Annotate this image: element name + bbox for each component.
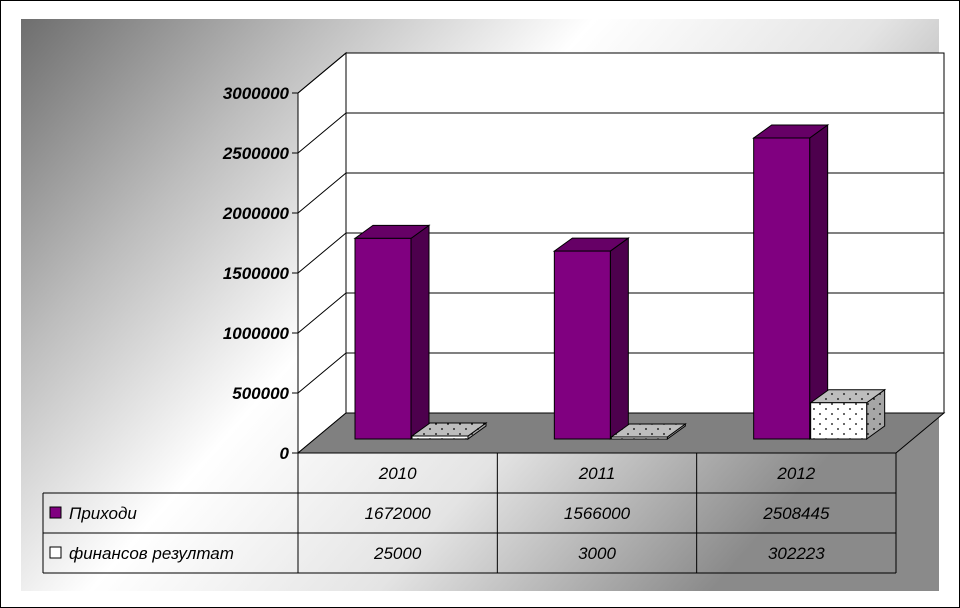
legend-key (49, 506, 62, 519)
bar-group (353, 124, 887, 440)
bar-front-pattern (810, 402, 867, 439)
gridline (297, 172, 944, 214)
data-label: 1566000 (564, 504, 631, 523)
data-label: 302223 (768, 544, 825, 563)
data-label: 2508445 (762, 504, 830, 523)
bar-top-pattern (611, 424, 686, 437)
legend-key (49, 546, 62, 559)
data-table: 2010 2011 2012 Приходи 1672000 1566000 2508445… (42, 452, 897, 574)
data-label: 3000 (578, 544, 616, 563)
bar-prihodi-2012 (752, 124, 830, 440)
bar-side-pattern (667, 424, 686, 439)
bar-finansov-rezultat-2010 (410, 422, 488, 440)
series-name: финансов резултат (69, 544, 234, 563)
x-category-label: 2012 (776, 464, 815, 483)
bar-front-face (354, 237, 412, 440)
y-tick-label: 3000000 (223, 84, 290, 103)
bar-side-face (410, 224, 430, 440)
bar-front-pattern (412, 436, 468, 439)
gridline (297, 52, 944, 94)
y-tick-label: 500000 (232, 384, 289, 403)
y-axis: 0 500000 1000000 1500000 2000000 2500000 30000… (222, 84, 299, 463)
y-tick-label: 1500000 (223, 264, 290, 283)
gridline (297, 292, 944, 334)
gridlines (297, 52, 944, 394)
bar-side-pattern (468, 423, 486, 439)
data-label: 1672000 (365, 504, 432, 523)
gridline (297, 232, 944, 274)
bar-front-pattern (611, 437, 668, 439)
gridline (297, 352, 944, 394)
series-name: Приходи (69, 504, 137, 523)
x-category-label: 2010 (378, 464, 417, 483)
bar-front-face (553, 250, 611, 440)
bar-prihodi-2011 (552, 237, 630, 440)
bar-prihodi-2010 (353, 224, 431, 440)
y-tick-label: 2000000 (222, 204, 290, 223)
bar-top-pattern (810, 389, 885, 403)
bar-front-face (753, 137, 811, 440)
gridline (297, 112, 944, 154)
y-tick-label: 1000000 (223, 324, 290, 343)
bar-finansov-rezultat-2011 (609, 423, 687, 440)
bar-finansov-rezultat-2012 (809, 388, 887, 440)
bar-side-face (609, 237, 629, 440)
x-category-label: 2011 (578, 464, 616, 483)
y-tick-label: 0 (280, 444, 290, 463)
bar-side-pattern (866, 389, 885, 439)
data-label: 25000 (373, 544, 422, 563)
y-tick-label: 2500000 (222, 144, 290, 163)
bar-top-pattern (412, 423, 486, 436)
